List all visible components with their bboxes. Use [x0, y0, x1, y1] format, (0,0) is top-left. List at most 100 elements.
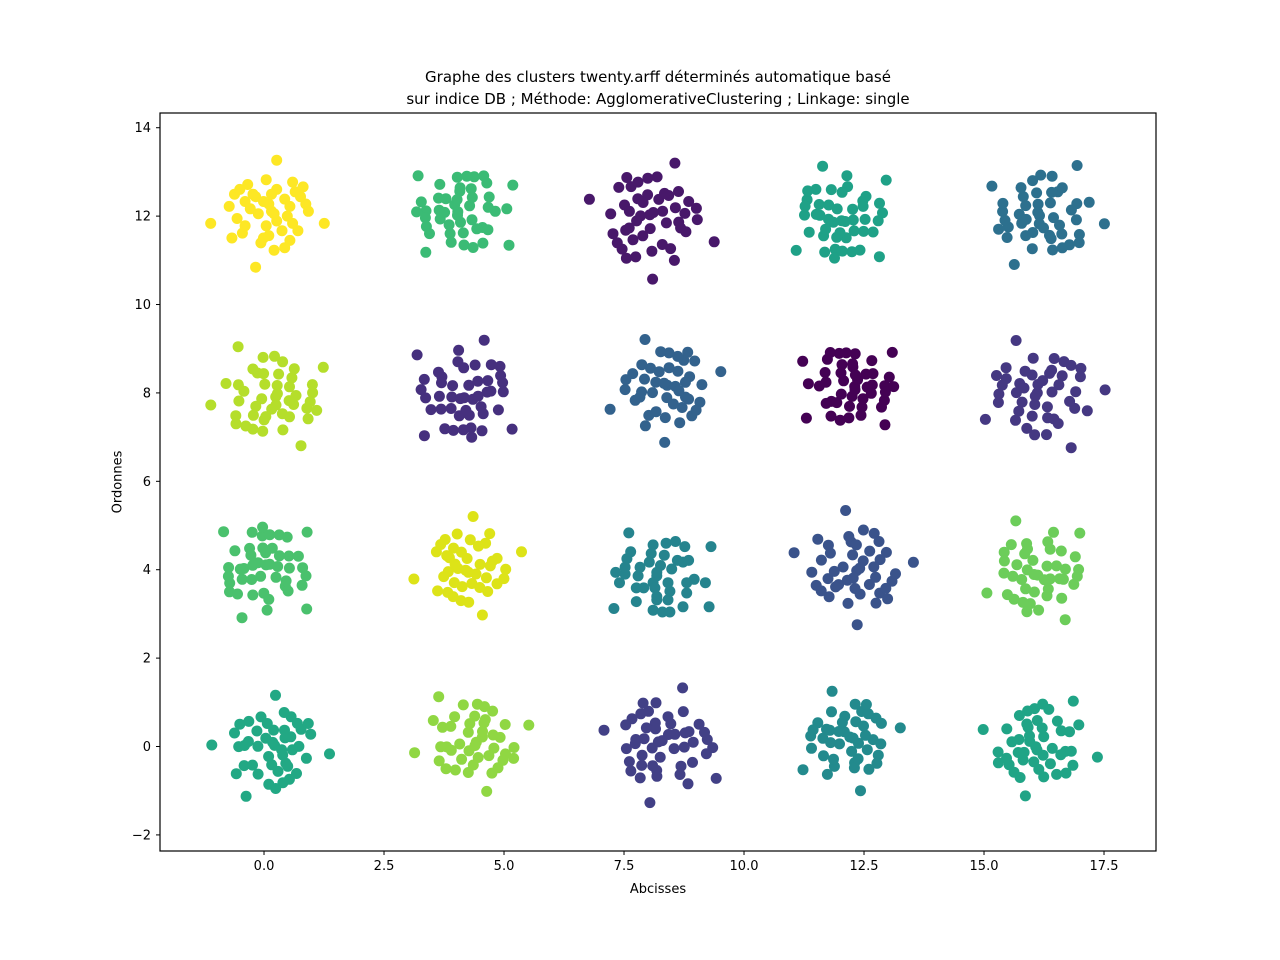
data-point	[424, 228, 435, 240]
data-point	[665, 243, 677, 255]
data-point	[284, 381, 295, 393]
data-point	[234, 183, 246, 195]
data-point	[610, 566, 622, 578]
data-point	[679, 541, 691, 553]
data-point	[259, 378, 271, 390]
data-point	[435, 403, 447, 415]
data-point	[839, 216, 851, 227]
data-point	[1029, 429, 1041, 441]
data-point	[297, 181, 309, 193]
data-point	[860, 368, 872, 380]
data-point	[270, 571, 282, 583]
data-point	[683, 726, 695, 738]
data-point	[466, 191, 478, 203]
data-point	[708, 236, 720, 248]
data-point	[672, 365, 684, 377]
data-point	[500, 563, 512, 575]
data-point	[306, 379, 318, 391]
data-point	[673, 216, 685, 228]
data-point	[1026, 410, 1038, 422]
data-point	[1020, 213, 1032, 225]
data-point	[802, 378, 814, 390]
data-point	[870, 597, 882, 609]
data-point	[479, 714, 491, 726]
data-point	[236, 612, 248, 624]
data-point	[482, 224, 494, 236]
data-point	[483, 191, 495, 203]
data-point	[257, 521, 269, 533]
data-point	[636, 386, 648, 398]
data-point	[1022, 705, 1034, 717]
data-point	[503, 239, 515, 251]
data-point	[629, 394, 641, 406]
data-point	[247, 423, 259, 435]
data-point	[672, 350, 684, 362]
data-point	[1011, 559, 1023, 571]
data-point	[476, 609, 488, 621]
data-point	[437, 721, 448, 733]
axes-frame	[159, 112, 1157, 852]
y-axis-label: Ordonnes	[110, 450, 126, 514]
data-point	[477, 237, 489, 249]
data-point	[278, 707, 290, 718]
data-point	[874, 197, 885, 209]
data-point	[683, 196, 695, 207]
data-point	[444, 228, 456, 240]
data-point	[1099, 384, 1111, 396]
data-point	[703, 601, 715, 613]
cluster-x12-y4	[788, 505, 919, 631]
data-point	[238, 385, 250, 397]
data-point	[1021, 606, 1033, 618]
data-point	[647, 760, 659, 772]
data-point	[497, 386, 509, 398]
data-point	[879, 419, 891, 431]
data-point	[979, 413, 991, 425]
data-point	[658, 549, 670, 561]
data-point	[651, 770, 663, 782]
data-point	[258, 414, 270, 426]
data-point	[674, 417, 686, 429]
data-point	[283, 395, 295, 407]
data-point	[840, 347, 852, 359]
data-point	[452, 209, 463, 221]
data-point	[257, 425, 269, 437]
data-point	[239, 220, 251, 232]
data-point	[1059, 563, 1071, 575]
data-point	[614, 577, 625, 589]
data-point	[317, 361, 329, 373]
data-point	[295, 191, 306, 203]
data-point	[607, 228, 619, 240]
data-point	[662, 594, 674, 606]
data-point	[1013, 405, 1025, 417]
data-point	[516, 546, 527, 558]
data-point	[491, 552, 503, 564]
data-point	[666, 563, 678, 575]
data-point	[630, 734, 642, 745]
data-point	[1071, 570, 1083, 582]
data-point	[1020, 200, 1032, 212]
data-point	[1054, 219, 1065, 231]
data-point	[659, 412, 671, 424]
data-point	[859, 213, 871, 225]
data-point	[639, 420, 651, 432]
cluster-x16-y12	[986, 160, 1110, 270]
data-point	[866, 355, 878, 367]
data-point	[415, 384, 427, 396]
data-point	[449, 711, 461, 723]
data-point	[302, 718, 314, 729]
data-point	[842, 597, 854, 609]
data-point	[1073, 237, 1085, 249]
data-point	[251, 725, 263, 737]
data-point	[507, 179, 519, 191]
data-point	[862, 708, 874, 720]
data-point	[888, 381, 900, 393]
data-point	[436, 377, 447, 389]
data-point	[673, 186, 684, 197]
data-point	[1029, 390, 1041, 402]
data-point	[668, 254, 680, 266]
y-tick-label: 6	[143, 475, 151, 490]
y-tick-label: 2	[143, 652, 151, 667]
data-point	[1026, 369, 1038, 381]
data-point	[806, 566, 818, 578]
